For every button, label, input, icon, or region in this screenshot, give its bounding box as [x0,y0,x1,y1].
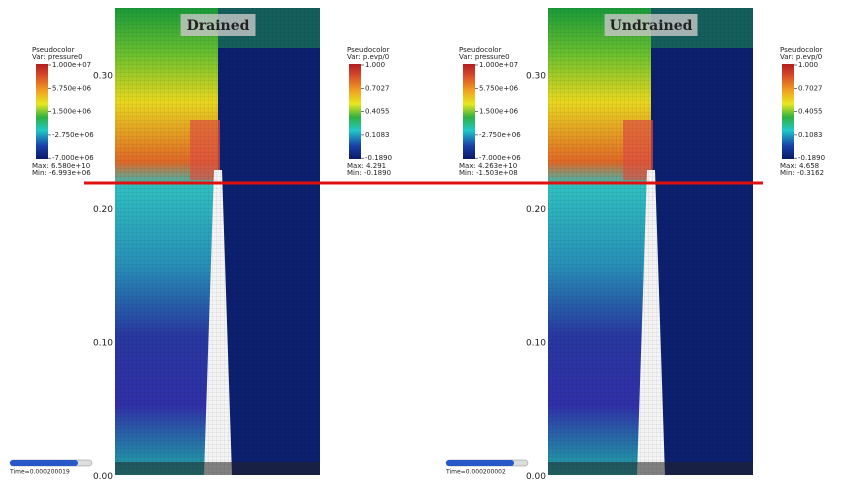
mesh [115,8,320,475]
colorbar [782,64,794,159]
legend-min: Min: -0.3162 [780,169,824,177]
colorbar [36,64,48,159]
legend-min: Min: -1.503e+08 [459,169,518,177]
colorbar-label: -2.750e+06 [479,131,521,139]
y-tick-label: 0.00 [526,472,546,480]
colorbar-label: 1.500e+06 [52,108,92,116]
colorbar-label: 1.000 [365,61,385,69]
time-slider-fill [446,460,514,466]
colorbar-label: 0.4055 [798,108,823,116]
panel-title: Undrained [610,18,693,34]
screenshot: Drained0.300.200.100.00PseudocolorVar: p… [0,0,843,480]
mesh-base [548,462,753,475]
y-tick-label: 0.30 [526,72,546,82]
legend-variable: Var: pressure0 [459,53,510,61]
colorbar-label: -0.1890 [798,154,825,162]
y-tick-label: 0.10 [93,339,113,349]
y-tick-label: 0.30 [93,72,113,82]
colorbar-label: 0.1083 [798,131,823,139]
mesh-base [115,462,320,475]
colorbar-label: 0.7027 [798,84,823,92]
time-slider-fill [10,460,78,466]
colorbar-label: -2.750e+06 [52,131,94,139]
mesh [548,8,753,475]
colorbar-label: 5.750e+06 [52,84,92,92]
time-label: Time=0.000200002 [445,469,506,476]
colorbar-label: 5.750e+06 [479,84,519,92]
time-label: Time=0.000200019 [9,469,70,476]
colorbar-label: 0.7027 [365,84,390,92]
legend-variable: Var: p.evp/0 [780,53,822,61]
y-tick-label: 0.00 [93,472,113,480]
y-tick-label: 0.10 [526,339,546,349]
legend-variable: Var: p.evp/0 [347,53,389,61]
colorbar-label: 1.000e+07 [52,61,91,69]
legend-min: Min: -0.1890 [347,169,391,177]
y-tick-label: 0.20 [93,205,113,215]
colorbar-label: 1.000 [798,61,818,69]
colorbar-label: -7.000e+06 [479,154,521,162]
legend-variable: Var: pressure0 [32,53,83,61]
colorbar-label: 1.000e+07 [479,61,518,69]
legend-min: Min: -6.993e+06 [32,169,91,177]
panel-title: Drained [187,18,250,34]
colorbar-label: 1.500e+06 [479,108,519,116]
page: Drained0.300.200.100.00PseudocolorVar: p… [0,0,843,480]
colorbar-label: -0.1890 [365,154,392,162]
y-tick-label: 0.20 [526,205,546,215]
colorbar-label: -7.000e+06 [52,154,94,162]
colorbar [463,64,475,159]
colorbar [349,64,361,159]
colorbar-label: 0.1083 [365,131,390,139]
colorbar-label: 0.4055 [365,108,390,116]
